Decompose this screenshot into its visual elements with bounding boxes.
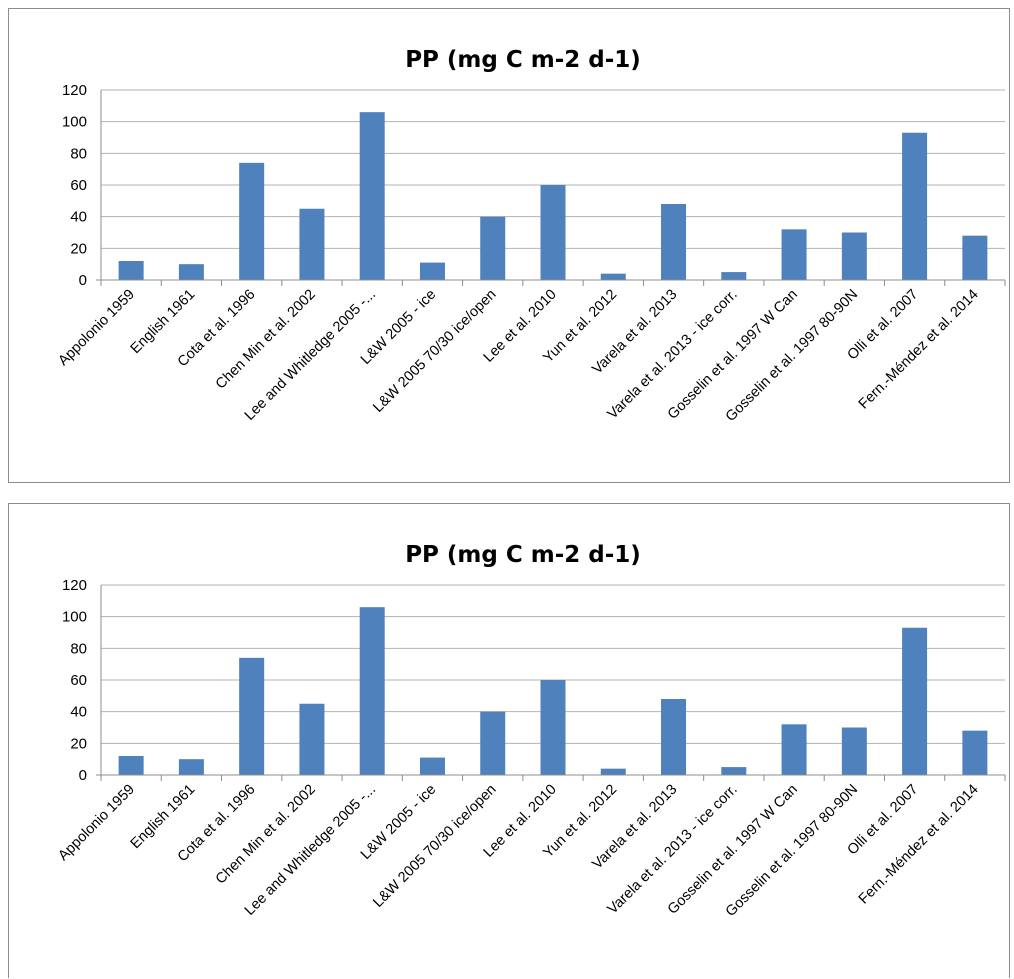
bar [540,680,566,775]
y-tick-label: 120 [62,82,87,99]
y-tick-label: 80 [70,640,87,657]
chart-title: PP (mg C m-2 d-1) [405,542,641,568]
bar [419,262,445,280]
bar [239,162,265,280]
bar [178,264,204,280]
x-tick-label: Fern.-Méndez et al. 2014 [856,287,982,413]
x-tick-label: L&W 2005 70/30 ice/open [370,287,499,416]
y-tick-label: 40 [70,704,87,721]
bar [841,232,867,280]
bar [721,272,747,280]
bar [661,699,687,775]
y-tick-label: 40 [70,209,87,226]
chart-panel-bottom: PP (mg C m-2 d-1) 0 20 40 60 80 100 120 Appolon… [8,503,1010,978]
chart-panel-top: PP (mg C m-2 d-1) 0 20 40 60 80 100 120 Appolon… [8,8,1010,483]
y-tick-label: 100 [62,114,87,131]
x-tick-label: Gosselin et al. 1997 80-90N [723,782,861,920]
bar [781,724,807,775]
bar [962,730,988,775]
bar [781,229,807,280]
x-tick-label: Fern.-Méndez et al. 2014 [856,782,982,908]
bar [721,767,747,775]
bar [600,768,626,775]
y-tick-label: 20 [70,735,87,752]
y-tick-label: 20 [70,240,87,257]
y-tick-label: 100 [62,609,87,626]
bar [178,759,204,775]
x-tick-label: Appolonio 1959 [55,782,138,865]
bar-chart-top: PP (mg C m-2 d-1) 0 20 40 60 80 100 120 Appolon… [55,47,1006,425]
bar [118,261,144,280]
x-tick-label: Chen Min et al. 2002 [213,782,319,888]
x-tick-label: Chen Min et al. 2002 [213,287,319,393]
x-tick-label: Gosselin et al. 1997 80-90N [723,287,861,425]
bar [480,711,506,775]
y-tick-label: 60 [70,672,87,689]
bar [902,132,928,280]
bar [239,657,265,775]
bar [299,208,325,280]
y-tick-label: 120 [62,577,87,594]
x-tick-label: L&W 2005 70/30 ice/open [370,782,499,911]
bar [118,756,144,775]
y-tick-label: 80 [70,145,87,162]
bar [600,273,626,280]
bar [661,204,687,280]
y-tick-label: 0 [79,767,87,784]
bar [841,727,867,775]
bar [359,607,385,775]
bar-chart-bottom: PP (mg C m-2 d-1) 0 20 40 60 80 100 120 Appolon… [55,542,1006,920]
bar [419,757,445,775]
bar [480,216,506,280]
y-tick-label: 60 [70,177,87,194]
bar [962,235,988,280]
bar [902,627,928,775]
x-tick-label: Appolonio 1959 [55,287,138,370]
bar [299,703,325,775]
chart-title: PP (mg C m-2 d-1) [405,47,641,73]
bar [540,185,566,280]
bar [359,112,385,281]
y-tick-label: 0 [79,272,87,289]
